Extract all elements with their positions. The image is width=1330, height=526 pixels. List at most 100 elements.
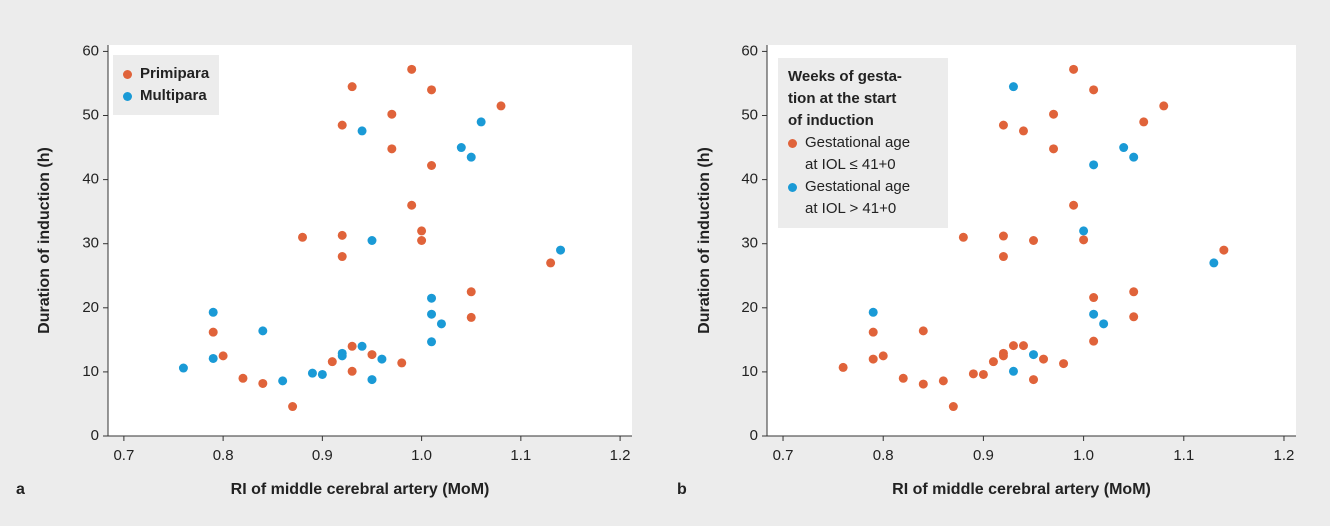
scatter-point (978, 369, 988, 379)
scatter-point (868, 307, 878, 317)
scatter-point (948, 402, 958, 412)
scatter-point (938, 376, 948, 386)
scatter-point (1029, 375, 1039, 385)
scatter-point (1039, 354, 1049, 364)
y-tick-label: 20 (741, 299, 758, 316)
legend: Primipara Multipara (113, 55, 220, 115)
y-tick-label: 60 (82, 42, 99, 59)
y-tick-label: 0 (91, 427, 99, 444)
scatter-point (298, 232, 308, 242)
y-axis-label: Duration of induction (h) (36, 147, 53, 334)
y-tick-label: 0 (750, 427, 758, 444)
scatter-point (1129, 287, 1139, 297)
y-tick-label: 50 (741, 106, 758, 123)
scatter-point (347, 341, 357, 351)
scatter-point (436, 319, 446, 329)
scatter-point (397, 358, 407, 368)
scatter-point (337, 351, 347, 361)
legend-title: of induction (788, 112, 874, 129)
panel-label: a (16, 481, 25, 498)
legend-marker (788, 139, 797, 148)
x-tick-label: 1.1 (510, 447, 531, 464)
scatter-point (1049, 144, 1059, 154)
scatter-point (427, 337, 437, 347)
legend-entry: Multipara (123, 85, 209, 107)
x-tick-label: 1.2 (610, 447, 631, 464)
scatter-point (998, 120, 1008, 130)
x-tick-label: 0.9 (312, 447, 333, 464)
scatter-point (367, 350, 377, 360)
scatter-point (998, 252, 1008, 262)
scatter-point (466, 287, 476, 297)
y-tick-label: 40 (82, 171, 99, 188)
legend-entry: Gestational age at IOL > 41+0 (788, 176, 938, 220)
scatter-point (556, 245, 566, 255)
y-tick-label: 10 (741, 363, 758, 380)
x-tick-label: 0.7 (113, 447, 134, 464)
legend-label: Gestational age at IOL ≤ 41+0 (805, 134, 911, 173)
x-axis-label: RI of middle cerebral artery (MoM) (231, 481, 490, 498)
scatter-point (357, 126, 367, 136)
scatter-point (407, 200, 417, 210)
scatter-point (337, 120, 347, 130)
scatter-point (317, 369, 327, 379)
x-tick-label: 1.1 (1173, 447, 1194, 464)
scatter-point (387, 109, 397, 119)
legend-marker (123, 70, 132, 79)
scatter-point (968, 369, 978, 379)
scatter-point (337, 252, 347, 262)
scatter-point (1008, 341, 1018, 351)
y-tick-label: 60 (741, 42, 758, 59)
scatter-point (466, 152, 476, 162)
scatter-point (1129, 312, 1139, 322)
scatter-point (208, 327, 218, 337)
scatter-point (258, 326, 268, 336)
scatter-point (1089, 160, 1099, 170)
scatter-point (1129, 152, 1139, 162)
scatter-point (1029, 236, 1039, 245)
scatter-point (1089, 85, 1099, 95)
legend-label: Gestational age at IOL > 41+0 (805, 178, 911, 217)
scatter-point (357, 341, 367, 351)
scatter-point (1029, 350, 1039, 360)
scatter-point (476, 117, 486, 127)
legend-entry: Gestational age at IOL ≤ 41+0 (788, 132, 938, 176)
scatter-point (208, 307, 218, 317)
y-tick-label: 40 (741, 171, 758, 188)
x-tick-label: 0.7 (773, 447, 794, 464)
scatter-point (427, 309, 437, 319)
legend-label: Primipara (140, 65, 210, 82)
scatter-point (1008, 366, 1018, 376)
scatter-point (1159, 101, 1169, 111)
y-tick-label: 30 (741, 235, 758, 252)
scatter-point (546, 258, 556, 268)
scatter-point (178, 363, 188, 373)
legend-title: tion at the start (788, 90, 897, 107)
x-tick-label: 1.0 (411, 447, 432, 464)
scatter-point (918, 379, 928, 389)
scatter-point (1139, 117, 1149, 127)
legend-marker (788, 183, 797, 192)
scatter-point (327, 357, 337, 367)
scatter-point (1079, 235, 1089, 245)
scatter-point (1089, 309, 1099, 319)
legend-title: Weeks of gesta- (788, 68, 902, 85)
scatter-point (988, 357, 998, 367)
scatter-point (1089, 293, 1099, 303)
scatter-point (417, 236, 427, 245)
y-axis-label: Duration of induction (h) (696, 147, 713, 334)
scatter-point (998, 351, 1008, 361)
scatter-point (838, 362, 848, 372)
scatter-point (1069, 64, 1079, 74)
scatter-point (337, 230, 347, 240)
scatter-point (208, 353, 218, 363)
scatter-point (347, 366, 357, 376)
legend: Weeks of gesta-tion at the start of induc… (778, 58, 948, 228)
scatter-point (1059, 359, 1069, 369)
panel-label: b (677, 481, 687, 498)
scatter-point (417, 226, 427, 236)
x-tick-label: 1.2 (1274, 447, 1295, 464)
x-tick-label: 1.0 (1073, 447, 1094, 464)
scatter-point (1008, 82, 1018, 92)
